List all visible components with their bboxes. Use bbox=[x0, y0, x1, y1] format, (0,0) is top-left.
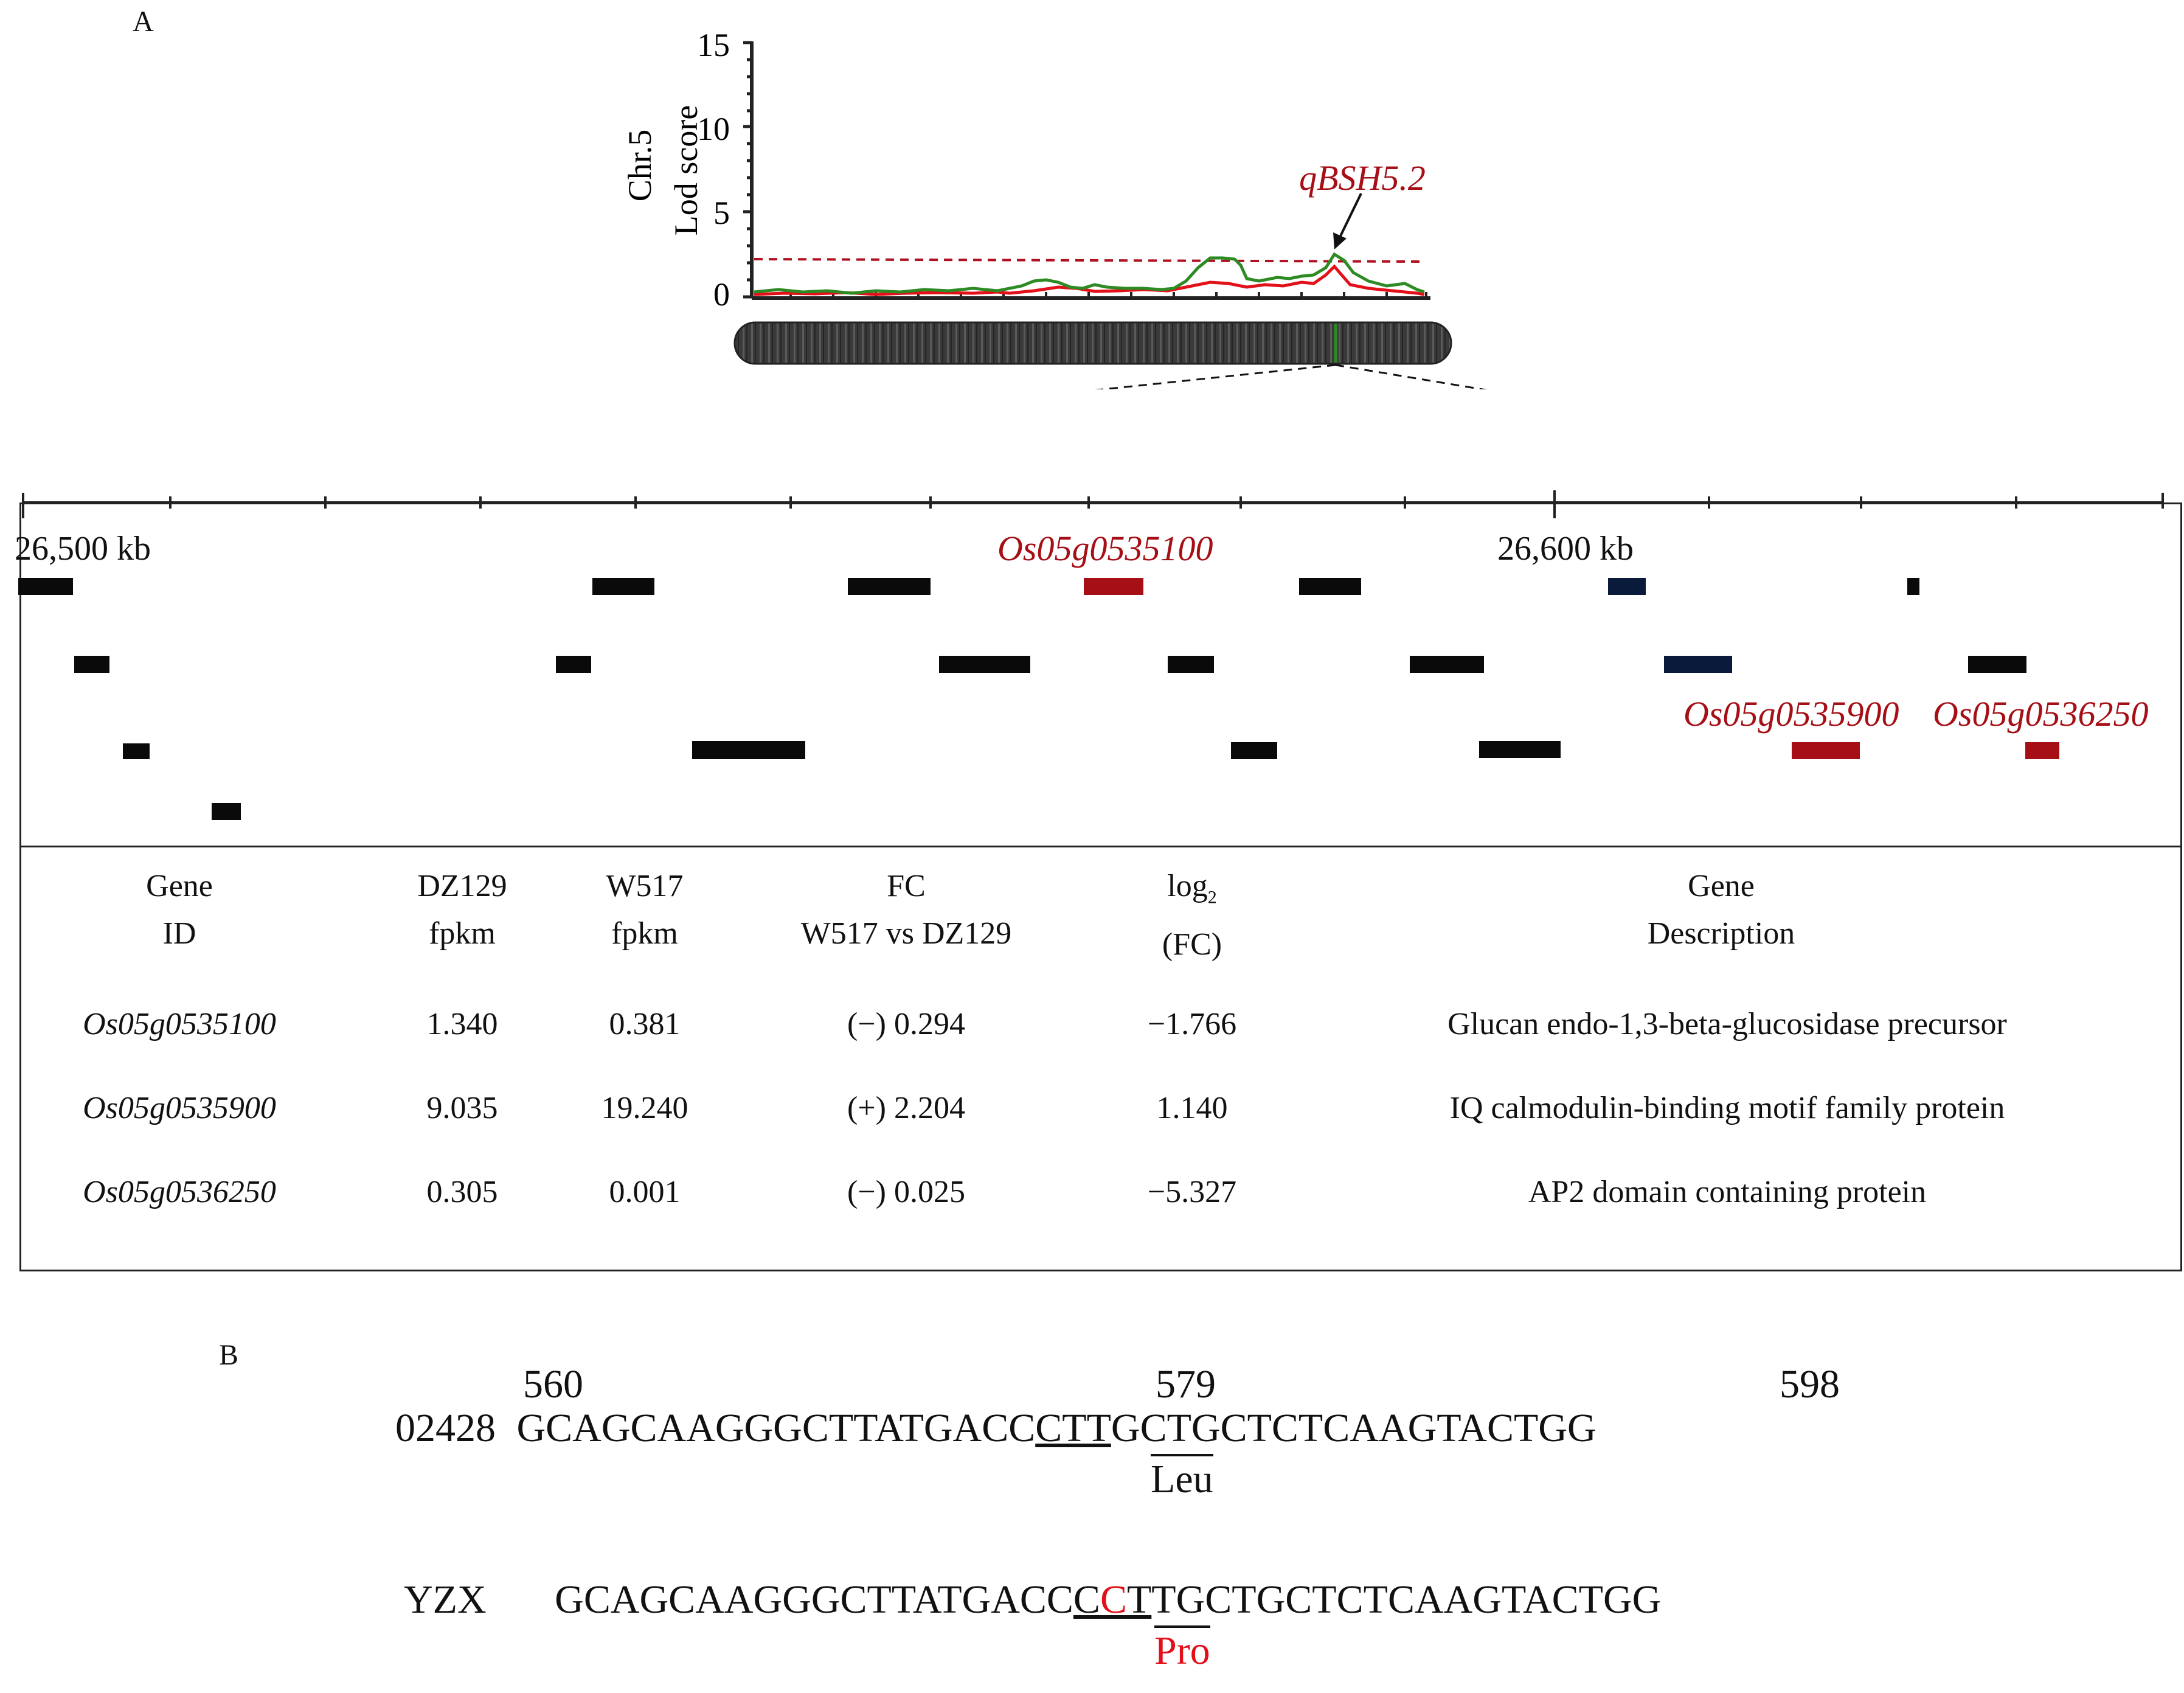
gene-bar-blue bbox=[1664, 656, 1732, 673]
cell-gene-id: Os05g0535900 bbox=[83, 1091, 276, 1125]
kb-scale bbox=[22, 490, 2164, 518]
lod-threshold-line bbox=[754, 258, 1425, 263]
cell-description: AP2 domain containing protein bbox=[1528, 1175, 1927, 1209]
lod-ylabel-line1: Chr.5 bbox=[622, 130, 658, 202]
seq-pos-579: 579 bbox=[1156, 1362, 1216, 1406]
gene-bar bbox=[1231, 742, 1277, 759]
gene-bar-blue bbox=[1608, 578, 1646, 595]
cell-w517: 0.381 bbox=[609, 1007, 681, 1041]
chromosome bbox=[733, 321, 1452, 365]
gene-bar bbox=[1968, 656, 2026, 673]
qtl-arrowhead bbox=[1333, 232, 1347, 249]
th-dz129: DZ129 fpkm bbox=[417, 869, 507, 951]
seq-yzx-pre: GCAGCAAGGGCTTATGACC bbox=[555, 1577, 1073, 1622]
seq-line-02428: 02428 GCAGCAAGGGCTTATGACCCTTGCTGCTCTCAAG… bbox=[395, 1405, 1596, 1451]
cell-dz129: 1.340 bbox=[426, 1007, 498, 1041]
cell-description: IQ calmodulin-binding motif family prote… bbox=[1449, 1091, 2005, 1125]
th-gene-id: Gene ID bbox=[146, 869, 213, 951]
gene-bar bbox=[1907, 578, 1919, 595]
gene-track bbox=[18, 578, 2059, 820]
gene-bar bbox=[18, 578, 73, 595]
kb-left-label: 26,500 kb bbox=[15, 530, 151, 568]
cell-gene-id: Os05g0536250 bbox=[83, 1175, 276, 1209]
gene-label-os05g0535100: Os05g0535100 bbox=[997, 529, 1213, 568]
cell-fc: (+) 2.204 bbox=[847, 1091, 965, 1125]
seq-name-02428: 02428 bbox=[395, 1406, 496, 1450]
gene-bar-os05g0535100 bbox=[1084, 578, 1143, 595]
gene-bar bbox=[556, 656, 591, 673]
seq-name-yzx: YZX bbox=[404, 1577, 487, 1622]
gene-bar-os05g0535900 bbox=[1792, 742, 1860, 759]
cell-dz129: 9.035 bbox=[426, 1091, 498, 1125]
lod-ylabel-line2: Lod score bbox=[668, 105, 704, 235]
gene-bar bbox=[1299, 578, 1361, 595]
gene-bar bbox=[74, 656, 109, 673]
gene-bar bbox=[212, 803, 241, 820]
panel-a-label: A bbox=[133, 5, 154, 38]
cell-description: Glucan endo-1,3-beta-glucosidase precurs… bbox=[1447, 1007, 2007, 1041]
zoom-line-right bbox=[1335, 364, 1488, 389]
zoom-line-left bbox=[1094, 364, 1336, 389]
seq-line-yzx: YZX GCAGCAAGGGCTTATGACCCCTTGCTGCTCTCAAGT… bbox=[404, 1577, 1661, 1623]
gene-bar bbox=[692, 741, 805, 759]
gene-label-os05g0536250: Os05g0536250 bbox=[1933, 694, 2149, 734]
seq-02428-codon: CTT bbox=[1035, 1406, 1111, 1450]
seq-02428-post: GCTGCTCTCAAGTACTGG bbox=[1111, 1406, 1596, 1450]
lod-plot: 15 10 5 0 Chr.5 Lod score qBSH5.2 bbox=[622, 27, 1488, 389]
cell-dz129: 0.305 bbox=[426, 1175, 498, 1209]
qtl-label: qBSH5.2 bbox=[1299, 158, 1426, 198]
cell-fc: (−) 0.294 bbox=[847, 1007, 965, 1041]
seq-yzx-post: TGCTGCTCTCAAGTACTGG bbox=[1151, 1577, 1662, 1622]
lod-red-curve bbox=[754, 264, 1425, 296]
seq-02428-pre: GCAGCAAGGGCTTATGACC bbox=[516, 1406, 1036, 1450]
cell-w517: 0.001 bbox=[609, 1175, 681, 1209]
ytick-15: 15 bbox=[697, 27, 730, 63]
ytick-10: 10 bbox=[697, 111, 730, 147]
gene-bar bbox=[123, 743, 150, 759]
cell-fc: (−) 0.025 bbox=[847, 1175, 965, 1209]
aa-leu: Leu bbox=[1151, 1454, 1213, 1503]
cell-log2fc: 1.140 bbox=[1156, 1091, 1228, 1125]
cell-log2fc: −5.327 bbox=[1147, 1175, 1237, 1209]
cell-log2fc: −1.766 bbox=[1147, 1007, 1237, 1041]
ytick-0: 0 bbox=[713, 276, 730, 313]
cell-gene-id: Os05g0535100 bbox=[83, 1007, 276, 1041]
kb-right-label: 26,600 kb bbox=[1497, 530, 1634, 568]
th-w517: W517 fpkm bbox=[606, 869, 684, 951]
cell-w517: 19.240 bbox=[601, 1091, 688, 1125]
seq-pos-598: 598 bbox=[1780, 1362, 1840, 1406]
gene-bar bbox=[1168, 656, 1214, 673]
gene-bar-os05g0536250 bbox=[2025, 742, 2059, 759]
gene-bar bbox=[848, 578, 931, 595]
panel-b-label: B bbox=[219, 1339, 239, 1371]
th-description: Gene Description bbox=[1647, 869, 1795, 951]
region-table-divider bbox=[19, 846, 2182, 847]
qtl-arrow bbox=[1338, 193, 1362, 239]
seq-yzx-codon: CCT bbox=[1073, 1577, 1152, 1622]
gene-bar bbox=[939, 656, 1030, 673]
seq-pos-560: 560 bbox=[523, 1362, 583, 1406]
lod-green-curve bbox=[754, 252, 1425, 295]
th-log2fc: log2 (FC) bbox=[1162, 869, 1222, 962]
gene-label-os05g0535900: Os05g0535900 bbox=[1683, 694, 1899, 734]
th-fc: FC W517 vs DZ129 bbox=[800, 869, 1012, 951]
gene-bar bbox=[1410, 656, 1484, 673]
aa-pro: Pro bbox=[1154, 1625, 1210, 1674]
ytick-5: 5 bbox=[713, 195, 730, 231]
gene-bar bbox=[592, 578, 654, 595]
gene-bar bbox=[1479, 741, 1561, 758]
